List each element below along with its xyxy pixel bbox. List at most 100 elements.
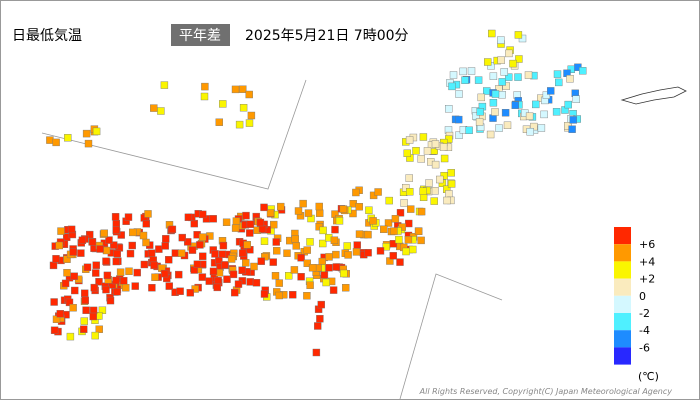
station <box>96 245 104 253</box>
station <box>218 250 227 258</box>
station <box>364 248 372 257</box>
station <box>344 251 352 259</box>
station <box>316 315 324 323</box>
station <box>317 300 325 309</box>
legend-unit: (℃) <box>638 370 659 383</box>
station <box>260 237 269 245</box>
station <box>238 266 246 274</box>
station <box>320 271 329 279</box>
station <box>102 285 110 294</box>
station <box>239 85 247 93</box>
station <box>112 276 120 285</box>
station <box>332 263 341 271</box>
station <box>168 225 177 234</box>
station <box>498 78 506 86</box>
station <box>402 247 410 256</box>
station <box>164 256 173 264</box>
station <box>260 203 268 212</box>
station <box>369 217 377 225</box>
station <box>205 277 214 285</box>
station <box>191 285 199 293</box>
station <box>449 71 458 79</box>
station <box>365 206 373 214</box>
station <box>193 260 202 268</box>
legend-label: -4 <box>639 324 650 337</box>
station <box>398 223 406 231</box>
station <box>431 160 440 169</box>
station <box>90 283 99 292</box>
station <box>448 82 456 91</box>
station <box>113 249 122 258</box>
legend-label: -6 <box>639 341 650 354</box>
station <box>530 122 538 131</box>
station <box>213 283 222 292</box>
station <box>292 242 300 250</box>
station <box>319 239 327 248</box>
station <box>384 219 393 227</box>
station <box>353 241 361 249</box>
station <box>139 231 148 240</box>
station <box>243 241 252 249</box>
station <box>85 230 94 239</box>
station <box>306 281 314 289</box>
station <box>174 270 183 279</box>
station <box>209 215 217 223</box>
station <box>289 291 297 299</box>
station <box>374 188 382 196</box>
station <box>46 136 54 144</box>
station <box>82 129 91 138</box>
station <box>198 210 207 219</box>
station <box>486 130 495 139</box>
station <box>461 76 469 84</box>
station <box>505 73 513 81</box>
station <box>227 255 236 263</box>
station <box>352 188 360 197</box>
station <box>514 31 523 39</box>
station <box>540 110 548 119</box>
station <box>489 98 498 107</box>
station <box>70 272 78 280</box>
station <box>124 213 133 221</box>
station <box>162 235 170 243</box>
station <box>91 331 99 340</box>
station <box>71 286 79 295</box>
station <box>131 282 139 290</box>
station <box>275 279 283 287</box>
badge: 平年差 <box>179 28 221 44</box>
station <box>171 249 180 257</box>
copyright: All Rights Reserved, Copyright(C) Japan … <box>419 387 673 396</box>
station <box>405 136 414 144</box>
station <box>112 219 121 228</box>
station <box>150 104 158 112</box>
station <box>232 217 241 225</box>
station <box>111 213 120 221</box>
station <box>339 205 348 213</box>
station <box>269 258 277 266</box>
station <box>125 267 133 275</box>
station <box>407 205 415 213</box>
station <box>102 257 110 265</box>
station <box>198 233 207 241</box>
station <box>128 241 136 250</box>
station <box>157 107 165 115</box>
station <box>80 289 89 297</box>
station <box>215 118 224 126</box>
station <box>491 108 499 116</box>
station <box>445 104 453 113</box>
station <box>271 272 280 280</box>
station <box>246 229 254 237</box>
station <box>568 125 576 133</box>
station <box>423 147 432 155</box>
station <box>291 235 299 243</box>
station <box>553 70 562 78</box>
station <box>92 127 101 136</box>
station <box>484 58 492 66</box>
station <box>514 73 522 81</box>
station <box>272 238 280 246</box>
station <box>116 268 125 276</box>
station <box>52 138 60 147</box>
station <box>303 246 311 254</box>
station <box>214 277 222 285</box>
station <box>376 247 385 255</box>
